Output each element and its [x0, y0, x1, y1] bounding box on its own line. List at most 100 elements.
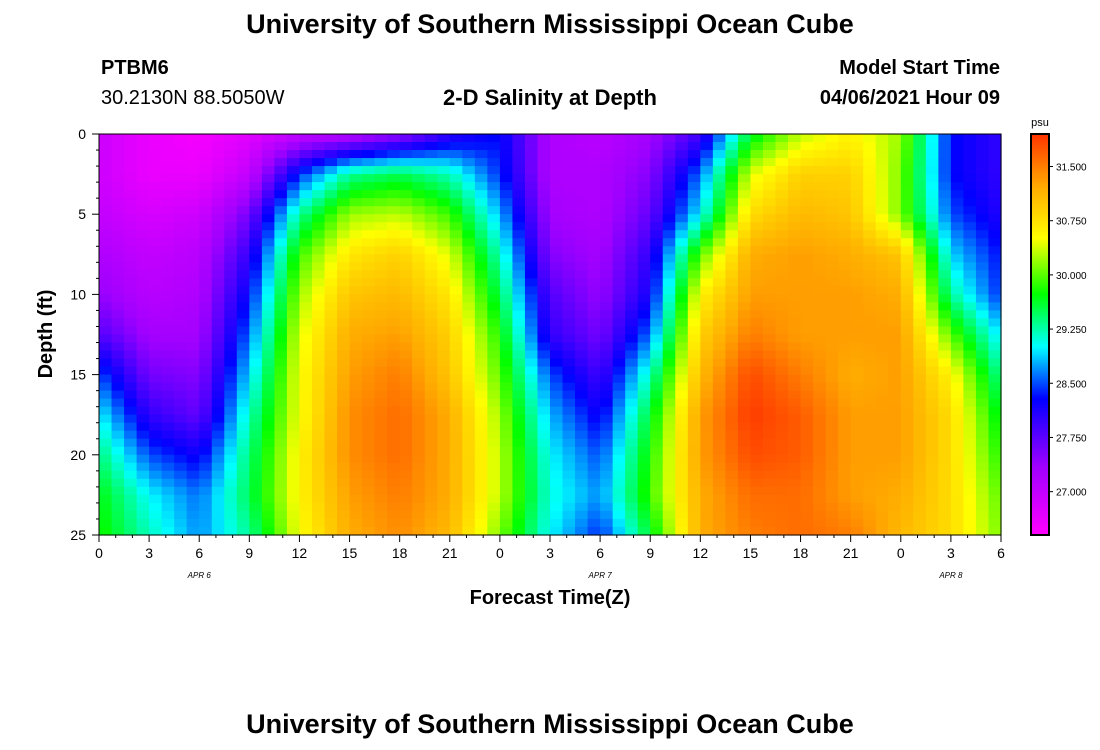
heatmap-cell	[875, 238, 889, 247]
heatmap-cell	[850, 326, 864, 336]
heatmap-cell	[550, 198, 564, 207]
heatmap-cell	[362, 238, 376, 247]
heatmap-cell	[813, 246, 827, 255]
heatmap-cell	[550, 134, 564, 143]
heatmap-cell	[249, 518, 263, 528]
heatmap-cell	[575, 366, 589, 376]
heatmap-cell	[825, 142, 839, 151]
heatmap-cell	[274, 174, 288, 183]
heatmap-cell	[575, 222, 589, 231]
heatmap-cell	[637, 206, 651, 215]
heatmap-cell	[362, 262, 376, 271]
heatmap-cell	[662, 238, 676, 247]
heatmap-cell	[900, 174, 914, 183]
heatmap-cell	[963, 294, 977, 304]
heatmap-cell	[274, 398, 288, 408]
heatmap-cell	[950, 462, 965, 472]
heatmap-cell	[437, 462, 451, 472]
heatmap-cell	[199, 462, 213, 472]
heatmap-cell	[249, 342, 263, 352]
heatmap-cell	[274, 262, 288, 271]
heatmap-cell	[637, 502, 651, 512]
heatmap-cell	[800, 382, 814, 392]
heatmap-cell	[424, 310, 438, 320]
heatmap-cell	[813, 470, 827, 480]
heatmap-cell	[863, 414, 877, 424]
heatmap-cell	[963, 510, 977, 520]
heatmap-cell	[487, 518, 501, 528]
heatmap-cell	[499, 230, 514, 239]
heatmap-cell	[587, 270, 601, 279]
heatmap-cell	[600, 278, 614, 287]
heatmap-cell	[224, 150, 238, 159]
heatmap-cell	[261, 358, 275, 368]
heatmap-cell	[813, 142, 827, 151]
heatmap-cell	[512, 382, 526, 392]
heatmap-cell	[550, 190, 564, 199]
heatmap-cell	[261, 478, 275, 488]
heatmap-cell	[324, 310, 338, 320]
heatmap-cell	[324, 166, 338, 175]
heatmap-cell	[399, 310, 413, 320]
heatmap-cell	[762, 422, 777, 432]
heatmap-cell	[725, 430, 739, 440]
heatmap-cell	[612, 470, 626, 480]
heatmap-cell	[700, 510, 714, 520]
heatmap-cell	[99, 382, 113, 392]
heatmap-cell	[587, 350, 601, 360]
heatmap-cell	[825, 382, 839, 392]
heatmap-cell	[449, 414, 463, 424]
heatmap-cell	[988, 438, 1002, 448]
heatmap-cell	[875, 390, 889, 400]
heatmap-cell	[286, 230, 301, 239]
heatmap-cell	[399, 230, 413, 239]
heatmap-cell	[925, 198, 939, 207]
heatmap-cell	[399, 494, 413, 504]
heatmap-cell	[913, 182, 927, 191]
heatmap-cell	[662, 406, 676, 416]
heatmap-cell	[562, 494, 576, 504]
heatmap-cell	[512, 182, 526, 191]
heatmap-cell	[199, 510, 213, 520]
heatmap-cell	[687, 398, 701, 408]
heatmap-cell	[925, 158, 939, 167]
heatmap-cell	[662, 454, 676, 464]
heatmap-cell	[562, 454, 576, 464]
heatmap-cell	[537, 294, 551, 304]
colorbar-tick-label: 27.000	[1056, 488, 1087, 499]
heatmap-cell	[324, 182, 338, 191]
heatmap-cell	[99, 158, 113, 167]
heatmap-cell	[524, 142, 539, 151]
heatmap-cell	[211, 294, 225, 304]
heatmap-cell	[988, 414, 1002, 424]
heatmap-cell	[224, 342, 238, 352]
heatmap-cell	[875, 486, 889, 496]
heatmap-cell	[850, 358, 864, 368]
heatmap-cell	[311, 350, 326, 360]
heatmap-cell	[374, 142, 388, 151]
heatmap-cell	[349, 406, 363, 416]
heatmap-cell	[362, 350, 376, 360]
heatmap-cell	[700, 142, 714, 151]
heatmap-cell	[299, 454, 313, 464]
heatmap-cell	[337, 142, 351, 151]
heatmap-cell	[825, 302, 839, 312]
heatmap-cell	[963, 158, 977, 167]
heatmap-cell	[687, 406, 701, 416]
heatmap-cell	[600, 286, 614, 295]
heatmap-cell	[888, 142, 902, 151]
heatmap-cell	[136, 206, 150, 215]
heatmap-cell	[211, 430, 225, 440]
heatmap-cell	[838, 358, 852, 368]
heatmap-cell	[99, 286, 113, 295]
heatmap-cell	[750, 430, 764, 440]
heatmap-cell	[925, 142, 939, 151]
heatmap-cell	[324, 294, 338, 304]
heatmap-cell	[149, 206, 163, 215]
heatmap-cell	[725, 270, 739, 279]
heatmap-cell	[199, 254, 213, 263]
heatmap-cell	[712, 166, 726, 175]
heatmap-cell	[975, 462, 990, 472]
heatmap-cell	[487, 430, 501, 440]
